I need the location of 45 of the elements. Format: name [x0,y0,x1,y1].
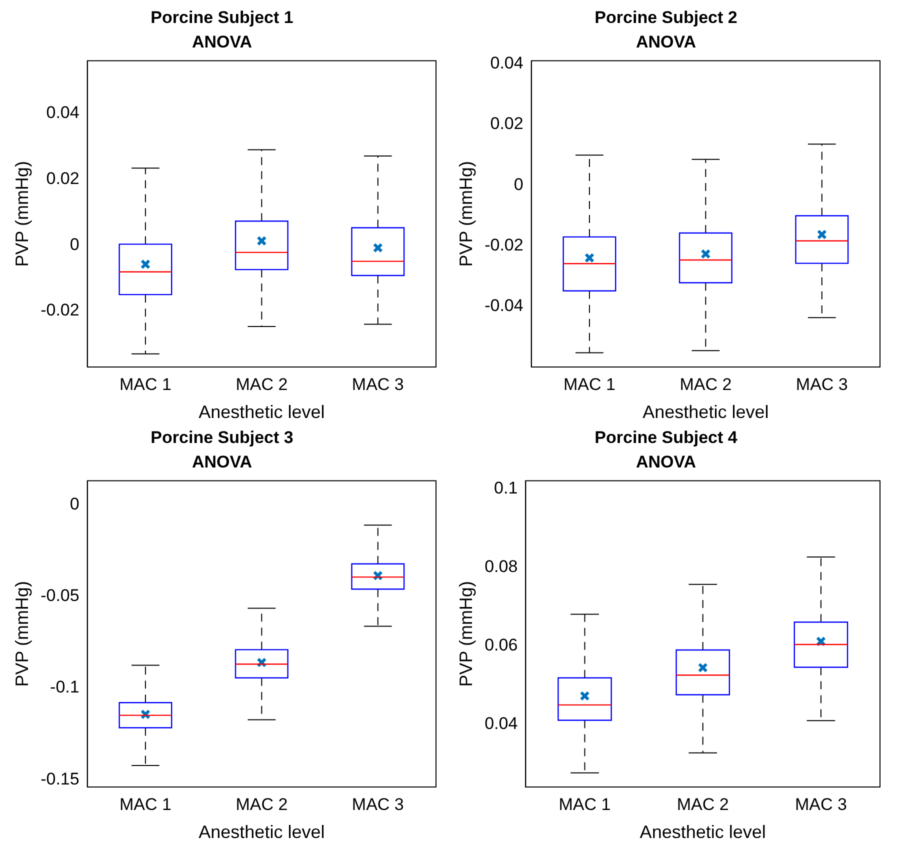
y-tick-label: 0.08 [484,556,518,576]
chart-title: Porcine Subject 4 [594,428,738,447]
x-tick-label: MAC 3 [796,374,848,394]
y-axis-title: PVP (mmHg) [12,161,32,267]
chart-subtitle: ANOVA [636,452,696,472]
y-tick-label: -0.02 [40,300,80,320]
y-tick-label: 0 [514,174,524,194]
chart-title: Porcine Subject 2 [594,8,738,27]
x-tick-label: MAC 3 [352,374,404,394]
y-tick-label: 0.02 [46,169,80,188]
y-tick-label: 0.04 [490,54,524,73]
x-axis-title: Anesthetic level [198,822,325,842]
x-axis-title: Anesthetic level [640,822,766,842]
chart-subtitle: ANOVA [636,32,696,52]
y-tick-label: -0.1 [50,678,80,697]
y-tick-label: -0.15 [40,769,80,788]
x-tick-label: MAC 3 [794,794,847,814]
x-tick-label: MAC 3 [352,794,404,814]
chart-subtitle: ANOVA [192,32,252,52]
x-tick-label: MAC 1 [119,794,172,814]
x-tick-label: MAC 2 [676,794,729,814]
x-axis-title: Anesthetic level [198,402,325,422]
x-tick-label: MAC 1 [558,794,611,814]
y-tick-label: 0 [70,494,80,514]
x-tick-label: MAC 2 [236,374,288,394]
x-tick-label: MAC 1 [119,374,172,394]
y-tick-label: -0.02 [484,235,524,254]
y-tick-label: 0.02 [490,114,524,134]
y-tick-label: -0.04 [484,296,524,316]
y-tick-label: 0.04 [46,103,80,122]
y-tick-label: 0 [70,234,80,254]
chart-title: Porcine Subject 1 [150,8,294,27]
y-axis-title: PVP (mmHg) [456,161,476,267]
y-tick-label: 0.04 [484,714,518,733]
y-axis-title: PVP (mmHg) [12,581,32,687]
x-tick-label: MAC 2 [680,374,732,394]
x-tick-label: MAC 2 [236,794,288,814]
y-tick-label: 0.06 [484,635,518,654]
x-axis-title: Anesthetic level [642,402,769,422]
chart-title: Porcine Subject 3 [150,428,294,447]
chart-subtitle: ANOVA [192,452,252,472]
y-tick-label: -0.05 [40,586,80,605]
x-tick-label: MAC 1 [563,374,616,394]
y-tick-label: 0.1 [494,478,518,498]
y-axis-title: PVP (mmHg) [456,581,476,687]
